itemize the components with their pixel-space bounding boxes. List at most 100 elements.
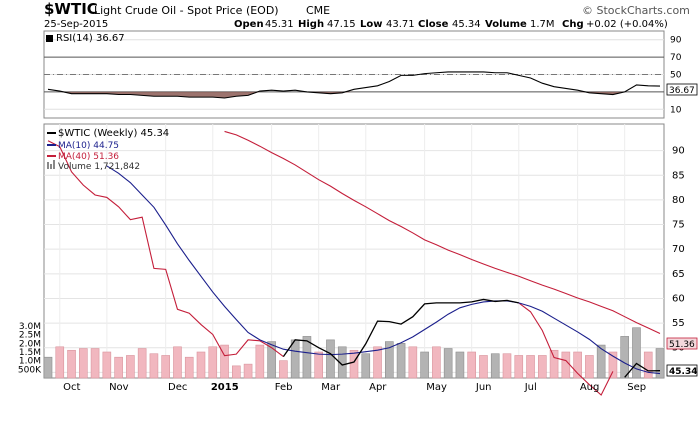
volume-bar (643, 351, 653, 379)
volume-bars (43, 327, 665, 379)
rsi-line (47, 71, 661, 99)
x-tick-label: Mar (321, 382, 341, 393)
volume-bar (502, 353, 512, 379)
volume-bar (349, 349, 359, 379)
volume-bar (255, 344, 265, 379)
volume-bar (184, 356, 194, 379)
legend-swatch-volume-1 (47, 162, 49, 169)
x-tick-label: Aug (580, 382, 600, 393)
volume-bar (373, 346, 382, 379)
volume-bar (149, 353, 159, 379)
volume-bar (79, 348, 88, 379)
price-tick-label: 55 (672, 318, 685, 329)
volume-bar (467, 351, 476, 379)
price-tick-label: 85 (672, 170, 685, 181)
low-value: 43.71 (386, 19, 415, 30)
x-tick-label: Jun (475, 382, 492, 393)
volume-tick-label: 2.0M (19, 339, 41, 349)
x-tick-label: Sep (627, 382, 646, 393)
price-tick-label: 60 (672, 293, 685, 304)
price-panel-frame (43, 123, 665, 379)
x-tick-label: Oct (63, 382, 80, 393)
volume-bar (526, 355, 535, 379)
volume-bar (361, 353, 371, 379)
price-tick-label: 65 (672, 269, 685, 280)
x-tick-label: Feb (275, 382, 293, 393)
volume-bar (655, 348, 665, 379)
volume-value: 1.7M (530, 19, 555, 30)
series-line-2 (224, 130, 661, 334)
volume-tick-label: 3.0M (19, 322, 41, 332)
volume-bar (385, 341, 394, 379)
exchange-label: CME (306, 4, 330, 17)
legend-price: $WTIC (Weekly) 45.34 (58, 128, 169, 139)
volume-bar (561, 351, 571, 379)
open-label: Open (234, 19, 264, 30)
volume-tick-label: 1.0M (19, 357, 41, 367)
volume-bar (432, 346, 441, 379)
x-tick-label: Apr (369, 382, 387, 393)
price-tick-label: 75 (672, 220, 685, 231)
volume-bar (279, 360, 288, 379)
volume-bar (538, 355, 547, 379)
volume-bar (43, 356, 53, 379)
tag-ma40-text: 51.36 (669, 340, 695, 350)
volume-bar (243, 363, 253, 379)
rsi-grid (44, 39, 664, 110)
volume-bar (620, 336, 629, 379)
instrument-name: Light Crude Oil - Spot Price (EOD) (94, 4, 279, 17)
rsi-line-group (47, 71, 661, 99)
volume-bar (596, 344, 606, 379)
x-tick-label: May (426, 382, 447, 393)
volume-bar (479, 355, 488, 379)
chg-value: +0.02 (+0.04%) (586, 19, 668, 30)
legend-ma40: MA(40) 51.36 (58, 152, 119, 162)
volume-bar (314, 351, 323, 379)
date-label: 25-Sep-2015 (44, 19, 108, 30)
open-value: 45.31 (265, 19, 294, 30)
rsi-tick-label: 10 (670, 105, 682, 115)
series-line-3 (47, 140, 614, 396)
legend-ma10: MA(10) 44.75 (58, 141, 119, 151)
volume-bar (420, 351, 429, 379)
volume-bar (220, 344, 229, 379)
volume-bar (490, 353, 500, 379)
volume-bar (126, 355, 135, 379)
x-tick-label: Jul (524, 382, 537, 393)
volume-bar (326, 339, 335, 379)
rsi-tick-label: 90 (670, 36, 682, 46)
tag-close (666, 364, 698, 377)
rsi-legend-swatch (46, 35, 53, 42)
high-value: 47.15 (327, 19, 356, 30)
volume-bar (573, 351, 582, 379)
volume-bar (549, 349, 559, 379)
volume-bar (114, 356, 123, 379)
volume-bar (408, 346, 418, 379)
x-tick-label: Dec (168, 382, 187, 393)
volume-bar (443, 348, 453, 379)
rsi-oversold-fill (48, 91, 660, 98)
volume-bar (396, 343, 406, 379)
volume-bar (173, 346, 182, 379)
volume-bar (90, 348, 100, 379)
volume-bar (632, 327, 641, 379)
price-tick-label: 90 (672, 146, 685, 157)
high-label: High (298, 19, 324, 30)
volume-bar (102, 351, 112, 379)
volume-bar (455, 351, 465, 379)
series-line-0 (282, 298, 661, 378)
price-grid (44, 124, 664, 378)
volume-bar (196, 351, 206, 379)
volume-tick-label: 500K (18, 365, 42, 375)
tag-close-text: 45.34 (669, 367, 697, 377)
x-tick-label: 2015 (211, 382, 239, 393)
volume-bar (290, 339, 300, 379)
volume-bar (337, 346, 347, 379)
price-legend: $WTIC (Weekly) 45.34 MA(10) 44.75 MA(40)… (47, 128, 169, 172)
rsi-tick-label: 70 (670, 53, 682, 63)
volume-bar (585, 355, 594, 379)
volume-bar (55, 346, 65, 379)
price-tick-label: 70 (672, 244, 685, 255)
